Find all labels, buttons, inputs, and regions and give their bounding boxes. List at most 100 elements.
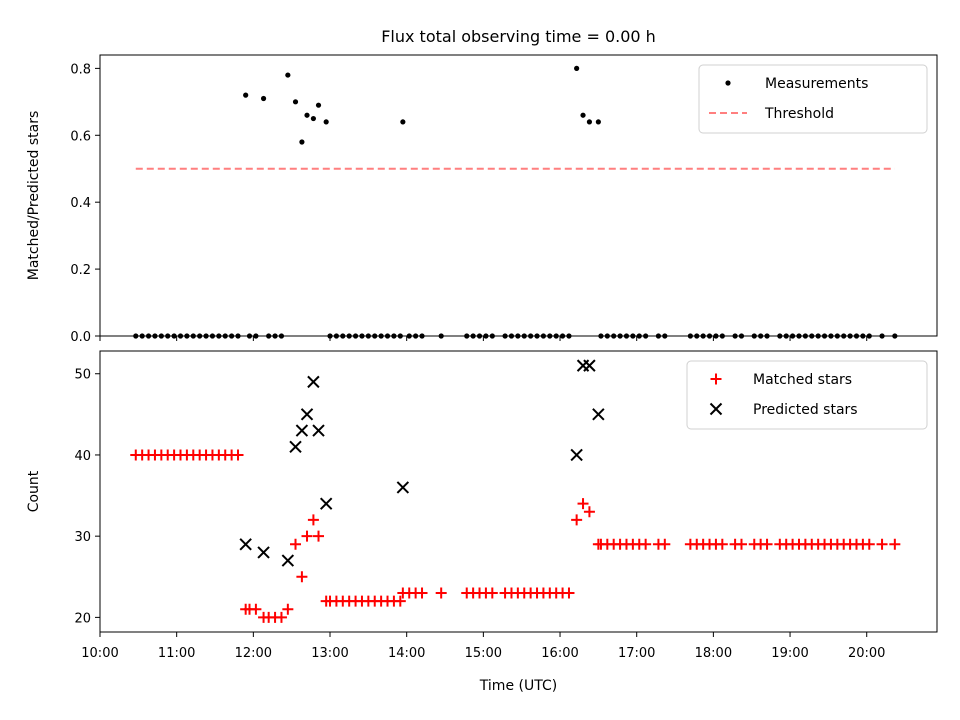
- data-point: [209, 333, 216, 339]
- data-point: [400, 119, 406, 125]
- data-point: [416, 587, 428, 599]
- data-point: [391, 333, 397, 339]
- data-point: [508, 333, 515, 339]
- data-point: [640, 538, 652, 550]
- data-point: [203, 333, 209, 339]
- x-tick-label: 12:00: [235, 646, 272, 661]
- data-point: [761, 538, 773, 550]
- x-tick-label: 15:00: [465, 646, 502, 661]
- data-point: [802, 333, 808, 339]
- data-point: [394, 595, 406, 607]
- data-point: [365, 333, 371, 339]
- y-tick-label: 30: [74, 530, 91, 545]
- data-point: [340, 333, 346, 339]
- data-point: [502, 333, 508, 339]
- data-point: [158, 333, 164, 339]
- data-point: [397, 333, 403, 339]
- data-point: [566, 333, 572, 339]
- x-tick-label: 16:00: [541, 646, 578, 661]
- data-point: [860, 333, 866, 339]
- data-point: [470, 333, 476, 339]
- data-point: [250, 603, 262, 615]
- x-tick-label: 13:00: [311, 646, 348, 661]
- data-point: [313, 530, 325, 542]
- data-point: [257, 546, 270, 559]
- data-point: [292, 99, 299, 105]
- data-point: [285, 72, 291, 78]
- data-point: [171, 333, 177, 339]
- y-tick-label: 0.4: [70, 196, 91, 211]
- legend-swatch: [725, 80, 731, 86]
- data-point: [580, 112, 586, 118]
- y-tick-label: 0.2: [70, 263, 91, 278]
- x-tick-label: 10:00: [81, 646, 118, 661]
- data-point: [307, 514, 319, 526]
- data-point: [706, 333, 713, 339]
- data-point: [229, 333, 235, 339]
- data-point: [301, 530, 313, 542]
- data-point: [239, 538, 252, 551]
- data-point: [636, 333, 642, 339]
- data-point: [866, 333, 872, 339]
- data-point: [281, 554, 295, 567]
- data-point: [604, 333, 610, 339]
- data-point: [289, 440, 302, 454]
- data-point: [139, 333, 145, 339]
- y-tick-label: 40: [74, 449, 91, 464]
- data-point: [863, 538, 875, 550]
- data-point: [266, 333, 272, 339]
- plot-frame: [99, 350, 938, 633]
- data-point: [630, 333, 636, 339]
- x-tick-label: 18:00: [695, 646, 732, 661]
- legend-label: Matched stars: [753, 372, 852, 388]
- data-point: [889, 538, 901, 550]
- data-point: [352, 333, 359, 339]
- series-measurements: [133, 65, 898, 339]
- data-point: [577, 498, 589, 510]
- data-point: [732, 333, 738, 339]
- data-point: [892, 333, 898, 339]
- data-point: [312, 424, 325, 437]
- data-point: [783, 333, 789, 339]
- data-point: [700, 333, 706, 339]
- data-point: [828, 333, 834, 339]
- data-point: [483, 333, 489, 339]
- data-point: [563, 587, 575, 599]
- series-predicted-stars: [239, 359, 605, 567]
- data-point: [540, 333, 547, 339]
- data-point: [521, 333, 527, 339]
- data-point: [528, 333, 534, 339]
- data-point: [595, 119, 601, 125]
- top-panel: Flux total observing time = 0.00 h 0.0 0.2…: [26, 27, 938, 345]
- data-point: [559, 333, 566, 339]
- data-point: [592, 408, 605, 421]
- data-point: [435, 587, 447, 599]
- legend-swatch: [709, 402, 723, 416]
- legend-label: Predicted stars: [753, 402, 858, 418]
- legend-swatch: [710, 373, 722, 385]
- data-point: [378, 333, 384, 339]
- data-point: [489, 333, 495, 339]
- data-point: [346, 333, 352, 339]
- legend: Measurements Threshold: [698, 64, 928, 134]
- data-point: [751, 333, 757, 339]
- data-point: [821, 333, 828, 339]
- data-point: [643, 333, 649, 339]
- data-point: [307, 375, 320, 389]
- data-point: [177, 333, 184, 339]
- data-point: [758, 333, 764, 339]
- data-point: [359, 333, 365, 339]
- data-point: [464, 333, 470, 339]
- y-tick-label: 20: [74, 611, 91, 626]
- x-tick-label: 17:00: [618, 646, 655, 661]
- data-point: [275, 611, 287, 623]
- data-point: [145, 333, 152, 339]
- data-point: [310, 115, 317, 122]
- data-point: [190, 333, 196, 339]
- data-point: [184, 333, 190, 339]
- data-point: [406, 333, 412, 339]
- legend-label: Threshold: [764, 106, 834, 122]
- data-point: [278, 333, 285, 339]
- data-point: [687, 333, 693, 339]
- data-point: [738, 333, 745, 339]
